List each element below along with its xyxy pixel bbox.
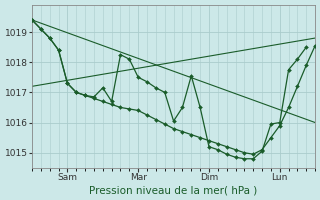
X-axis label: Pression niveau de la mer( hPa ): Pression niveau de la mer( hPa )	[90, 185, 258, 195]
